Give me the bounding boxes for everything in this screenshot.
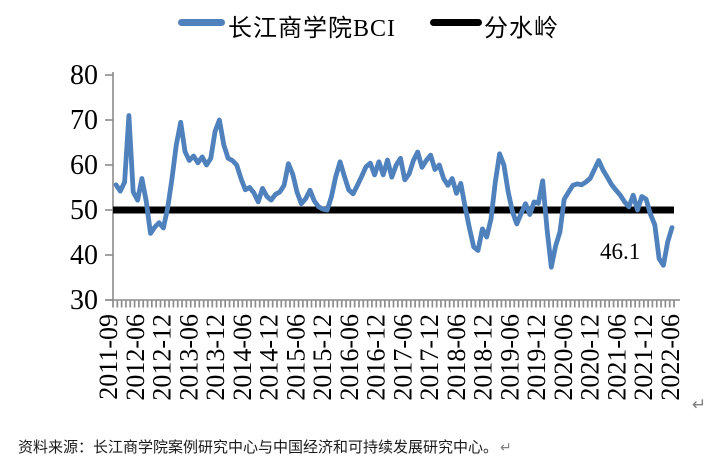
x-axis-tick-label: 2015-06 [281, 314, 310, 401]
x-axis-tick-label: 2018-06 [442, 314, 471, 401]
source-note-text: 资料来源：长江商学院案例研究中心与中国经济和可持续发展研究中心。 [18, 440, 499, 456]
x-axis-tick-label: 2020-12 [576, 314, 605, 401]
watershed-legend-label: 分水岭 [484, 16, 559, 42]
y-axis-tick-label: 70 [70, 105, 98, 136]
last-value-annotation: 46.1 [600, 239, 640, 264]
paragraph-mark: ↵ [500, 440, 512, 456]
bci-line-series [113, 113, 675, 270]
watershed-legend-line-icon [430, 19, 482, 26]
chart-legend: 长江商学院BCI 分水岭 [0, 0, 723, 48]
x-axis-tick-label: 2019-06 [495, 314, 524, 401]
paragraph-mark: ↵ [692, 395, 707, 415]
x-axis-tick-label: 2021-06 [602, 314, 631, 401]
x-axis-tick-label: 2022-06 [656, 314, 685, 401]
bci-series-legend-line-icon [178, 19, 225, 26]
y-axis-tick-label: 60 [70, 150, 98, 181]
y-axis-tick-label: 80 [70, 60, 98, 91]
x-axis-tick-label: 2011-09 [94, 314, 123, 400]
x-axis-tick-label: 2012-06 [121, 314, 150, 401]
y-axis-tick-label: 50 [70, 195, 98, 226]
x-axis-tick-label: 2014-06 [228, 314, 257, 401]
y-axis-tick-label: 40 [70, 240, 98, 271]
bci-series-legend-label: 长江商学院BCI [228, 16, 397, 42]
source-note: 资料来源：长江商学院案例研究中心与中国经济和可持续发展研究中心。 ↵ [18, 436, 512, 457]
x-axis-tick-label: 2016-06 [335, 314, 364, 401]
x-axis-tick-label: 2018-12 [469, 314, 498, 401]
x-axis-tick-label: 2012-12 [148, 314, 177, 401]
x-axis-tick-label: 2016-12 [362, 314, 391, 401]
x-axis-tick-label: 2019-12 [522, 314, 551, 401]
x-axis-tick-label: 2015-12 [308, 314, 337, 401]
x-axis-tick-label: 2017-06 [388, 314, 417, 401]
x-axis-tick-label: 2013-06 [174, 314, 203, 401]
x-axis-tick-label: 2013-12 [201, 314, 230, 401]
x-axis-tick-label: 2021-12 [629, 314, 658, 401]
x-axis-tick-label: 2020-06 [549, 314, 578, 401]
y-axis-tick-label: 30 [70, 285, 98, 316]
x-axis-tick-label: 2014-12 [255, 314, 284, 401]
x-axis-tick-label: 2017-12 [415, 314, 444, 401]
